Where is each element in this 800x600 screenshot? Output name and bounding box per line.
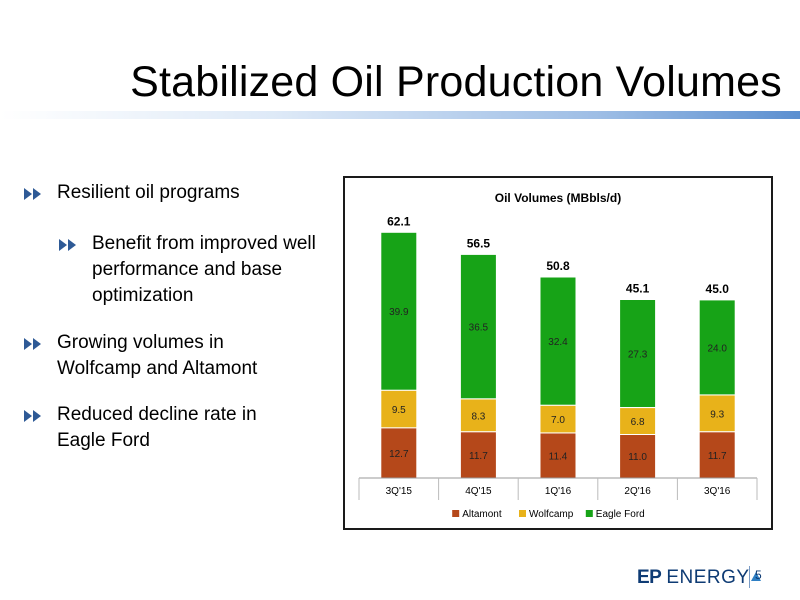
bullet-text-4: Reduced decline rate in Eagle Ford [57, 404, 257, 451]
total-label: 45.1 [626, 282, 650, 296]
logo-brand-rest: ENERGY [666, 567, 750, 588]
chart-frame: Oil Volumes (MBbls/d) 12.7 9.5 39.9 62.1 11.… [343, 176, 773, 530]
segment-label: 36.5 [469, 323, 489, 334]
legend-label: Wolfcamp [529, 509, 574, 520]
bar-altamont-2 [459, 431, 497, 479]
legend-swatch [452, 510, 460, 517]
segment-label: 12.7 [389, 449, 409, 460]
triangle-icon [750, 572, 761, 581]
bullet-item-4: Reduced decline rate in Eagle Ford [24, 402, 294, 454]
double-arrow-icon [24, 410, 41, 422]
oil-volumes-chart: Oil Volumes (MBbls/d) 12.7 9.5 39.9 62.1 11.… [358, 191, 758, 520]
bar-eagle-ford-5 [698, 299, 736, 396]
segment-label: 32.4 [548, 337, 568, 348]
x-tick-label: 4Q'15 [465, 486, 492, 497]
double-arrow-icon [24, 338, 41, 350]
x-tick-label: 1Q'16 [545, 486, 572, 497]
segment-label: 39.9 [389, 307, 409, 318]
bar-eagle-ford-4 [619, 299, 657, 408]
segment-label: 11.7 [469, 451, 488, 462]
legend-swatch [585, 510, 593, 517]
page-number: 5 [755, 568, 762, 582]
x-tick-label: 3Q'15 [386, 486, 413, 497]
total-label: 50.8 [546, 259, 570, 273]
logo-brand: EP [637, 567, 662, 588]
bar-altamont-1 [380, 427, 418, 479]
title-underline-bar [0, 111, 800, 119]
segment-label: 7.0 [551, 415, 565, 426]
segment-label: 6.8 [631, 417, 645, 428]
legend-swatch [519, 510, 526, 517]
segment-label: 9.5 [392, 405, 406, 416]
segment-label: 9.3 [710, 409, 724, 420]
bar-wolfcamp-4 [619, 407, 657, 436]
total-label: 62.1 [387, 214, 411, 228]
double-arrow-icon [59, 239, 76, 251]
logo-divider [749, 566, 750, 588]
segment-label: 11.4 [549, 451, 568, 462]
total-label: 56.5 [467, 236, 491, 250]
x-tick-label: 2Q'16 [624, 486, 651, 497]
bullet-text-3: Growing volumes in Wolfcamp and Altamont [57, 332, 258, 379]
bar-eagle-ford-1 [380, 231, 418, 391]
ep-energy-logo: EP ENERGY [637, 566, 761, 590]
double-arrow-icon [24, 188, 41, 200]
segment-label: 24.0 [707, 343, 727, 354]
chart-title: Oil Volumes (MBbls/d) [495, 191, 621, 205]
segment-label: 11.0 [628, 452, 647, 463]
x-axis: 3Q'15 4Q'15 1Q'16 2Q'16 3Q'16 [358, 477, 758, 500]
bar-wolfcamp-2 [459, 398, 497, 433]
bar-wolfcamp-1 [380, 389, 418, 429]
bar-eagle-ford-2 [459, 253, 497, 400]
total-label: 45.0 [706, 282, 730, 296]
bullet-item-3: Growing volumes in Wolfcamp and Altamont [24, 330, 294, 382]
segment-label: 11.7 [708, 451, 727, 462]
segment-label: 8.3 [471, 411, 485, 422]
legend-label: Eagle Ford [596, 509, 645, 520]
bars-layer: 12.7 9.5 39.9 62.1 11.7 8.3 36.5 56.5 11.4 7.0 32.… [380, 214, 736, 479]
bar-eagle-ford-3 [539, 276, 577, 406]
bullet-text-2: Benefit from improved well performance a… [92, 233, 316, 306]
bullet-item-2: Benefit from improved well performance a… [59, 231, 319, 309]
x-tick-label: 3Q'16 [704, 486, 731, 497]
bar-altamont-4 [619, 434, 657, 479]
slide-title: Stabilized Oil Production Volumes [130, 58, 782, 106]
bullet-text-1: Resilient oil programs [57, 182, 240, 203]
segment-label: 27.3 [628, 350, 648, 361]
chart-legend: Altamont Wolfcamp Eagle Ford [452, 509, 645, 520]
bullet-item-1: Resilient oil programs [24, 180, 324, 206]
legend-label: Altamont [462, 509, 502, 520]
bar-wolfcamp-3 [539, 404, 577, 434]
